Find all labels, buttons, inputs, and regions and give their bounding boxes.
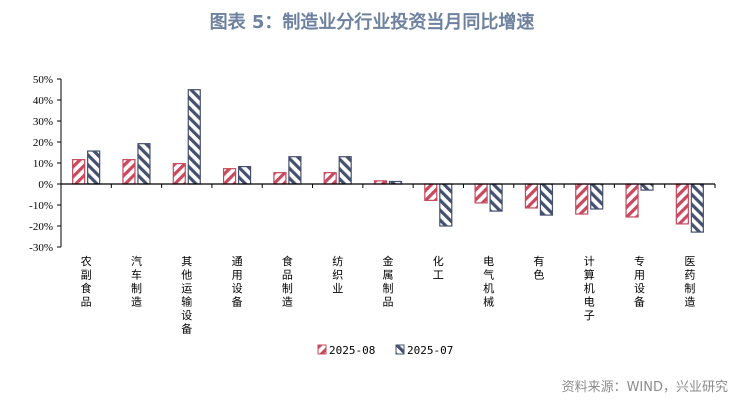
bar-2025-07: [288, 156, 302, 185]
y-tick-label: 20%: [33, 137, 53, 149]
bar-2025-07: [137, 143, 151, 185]
bar-2025-08: [222, 168, 237, 185]
x-tick-label: 医药制造: [684, 255, 695, 309]
x-tick-label: 纺织业: [332, 254, 343, 295]
bar-2025-07: [237, 165, 252, 185]
x-tick-label: 专用设备: [634, 254, 645, 309]
x-tick-label: 食品制造: [282, 254, 293, 309]
source-note: 资料来源：WIND，兴业研究: [561, 380, 728, 395]
bar-2025-08: [273, 172, 287, 185]
legend-swatch: [317, 344, 327, 355]
y-tick-label: -20%: [29, 221, 53, 233]
bar-2025-08: [72, 159, 86, 185]
x-tick-label: 电气机械: [483, 255, 494, 309]
bar-2025-07: [489, 183, 503, 212]
bar-2025-08: [424, 183, 438, 201]
bar-2025-07: [439, 183, 453, 227]
x-tick-label: 计算机电子: [584, 255, 595, 322]
bar-chart: -30% -20% -10% 0% 10% 20% 30% 40% 50% 农副食品 汽车制造 其他运…: [29, 74, 716, 357]
bar-2025-08: [675, 183, 689, 225]
y-tick-label: 50%: [33, 74, 53, 86]
bar-2025-08: [625, 183, 639, 218]
bar-2025-08: [122, 159, 136, 185]
y-tick-label: -30%: [29, 242, 53, 254]
x-tick-label: 化工: [433, 254, 444, 282]
bar-2025-08: [172, 163, 186, 185]
x-tick-label: 通用设备: [232, 255, 243, 309]
y-tick-label: 10%: [33, 158, 53, 170]
x-tick-label: 其他运输设备: [181, 255, 192, 336]
bar-2025-07: [539, 183, 554, 216]
bar-2025-07: [338, 156, 352, 185]
y-tick-label: 0%: [38, 179, 53, 191]
legend-label: 2025-07: [407, 344, 453, 357]
x-tick-label: 有色: [533, 254, 544, 282]
y-tick-label: 40%: [33, 95, 53, 107]
bar-2025-07: [640, 183, 654, 191]
bar-2025-07: [590, 183, 604, 210]
bar-2025-07: [187, 89, 201, 185]
bar-2025-08: [575, 183, 589, 215]
y-tick-label: -10%: [29, 200, 53, 212]
x-tick-label: 汽车制造: [131, 254, 142, 309]
x-tick-label: 农副食品: [81, 254, 92, 309]
bar-2025-07: [87, 150, 101, 185]
y-tick-label: 30%: [33, 116, 53, 128]
x-tick-label: 金属制品: [383, 254, 394, 309]
bar-2025-08: [323, 172, 337, 185]
bar-2025-08: [474, 183, 488, 204]
chart-title: 图表 5：制造业分行业投资当月同比增速: [209, 12, 535, 33]
legend-label: 2025-08: [329, 344, 375, 357]
bar-2025-08: [524, 183, 539, 209]
bar-2025-07: [690, 183, 704, 233]
legend-swatch: [395, 344, 405, 355]
